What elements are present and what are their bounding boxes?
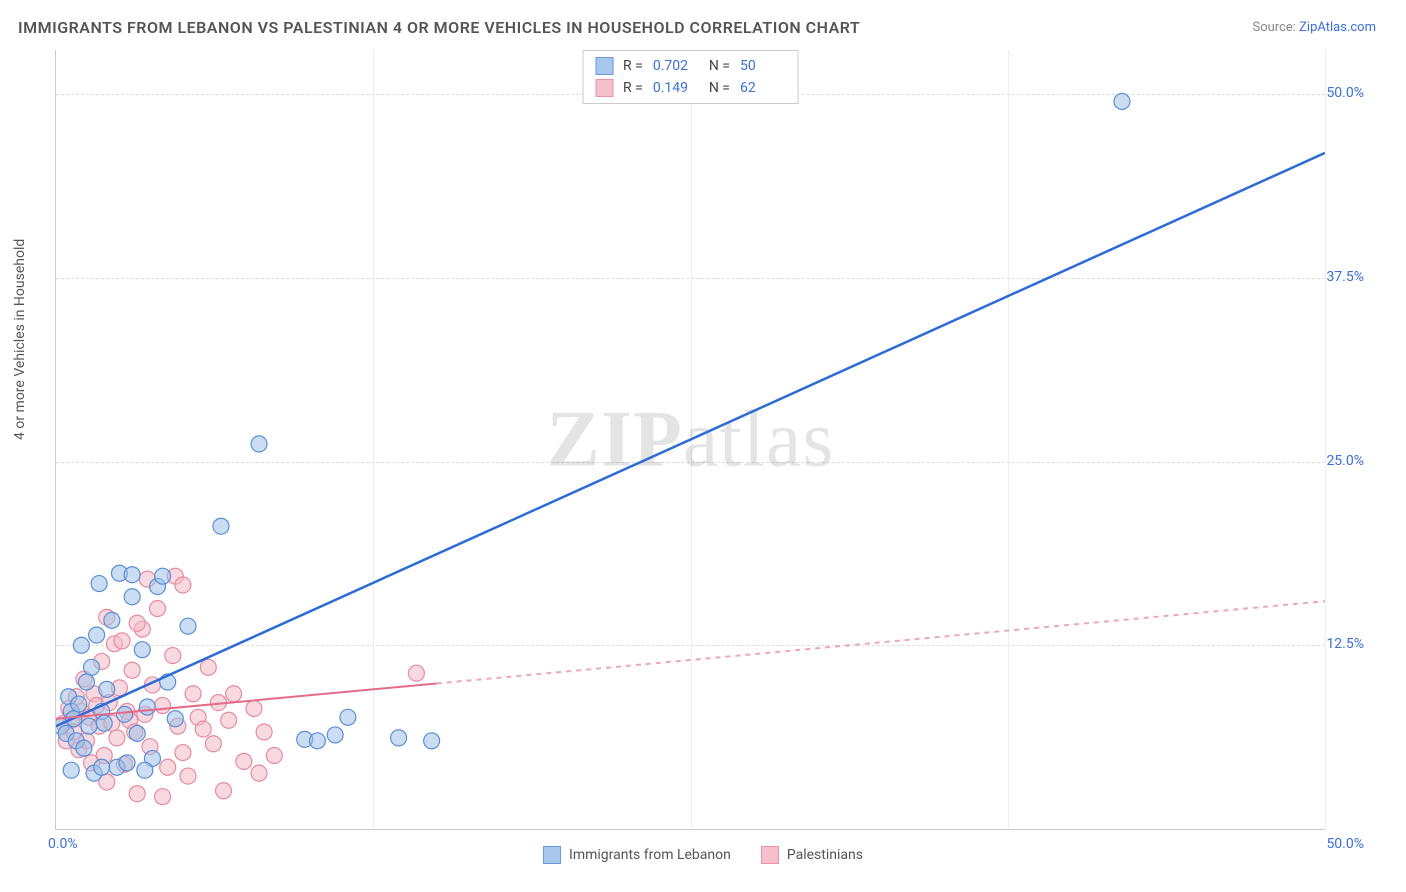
correlation-legend: R = 0.702 N = 50 R = 0.149 N = 62 [582,50,799,104]
legend-item-series1: Immigrants from Lebanon [543,846,731,864]
legend-r-label: R = [623,80,643,96]
legend-r-value-1: 0.702 [653,58,699,74]
legend-row-series1: R = 0.702 N = 50 [595,55,786,77]
swatch-series1-b [543,846,561,864]
source-prefix: Source: [1252,20,1299,35]
chart-svg [56,50,1325,829]
swatch-series2-b [761,846,779,864]
swatch-series2 [595,79,613,97]
legend-label-series2: Palestinians [787,847,863,863]
source-attribution: Source: ZipAtlas.com [1252,20,1376,35]
y-tick-label: 37.5% [1326,269,1364,285]
legend-row-series2: R = 0.149 N = 62 [595,77,786,99]
series-legend: Immigrants from Lebanon Palestinians [543,846,863,864]
y-tick-label: 50.0% [1326,85,1364,101]
plot-area: R = 0.702 N = 50 R = 0.149 N = 62 ZIPatl… [55,50,1325,830]
y-tick-label: 12.5% [1326,636,1364,652]
source-link[interactable]: ZipAtlas.com [1299,20,1376,35]
x-axis-origin-label: 0.0% [48,836,78,852]
legend-item-series2: Palestinians [761,846,863,864]
swatch-series1 [595,57,613,75]
legend-n-value-2: 62 [740,80,786,96]
legend-n-label: N = [709,80,730,96]
legend-n-value-1: 50 [740,58,786,74]
y-tick-label: 25.0% [1326,453,1364,469]
y-axis-label: 4 or more Vehicles in Household [12,239,28,440]
legend-label-series1: Immigrants from Lebanon [569,847,731,863]
legend-r-value-2: 0.149 [653,80,699,96]
chart-title: IMMIGRANTS FROM LEBANON VS PALESTINIAN 4… [18,18,860,37]
legend-r-label: R = [623,58,643,74]
legend-n-label: N = [709,58,730,74]
x-axis-max-label: 50.0% [1326,836,1364,852]
